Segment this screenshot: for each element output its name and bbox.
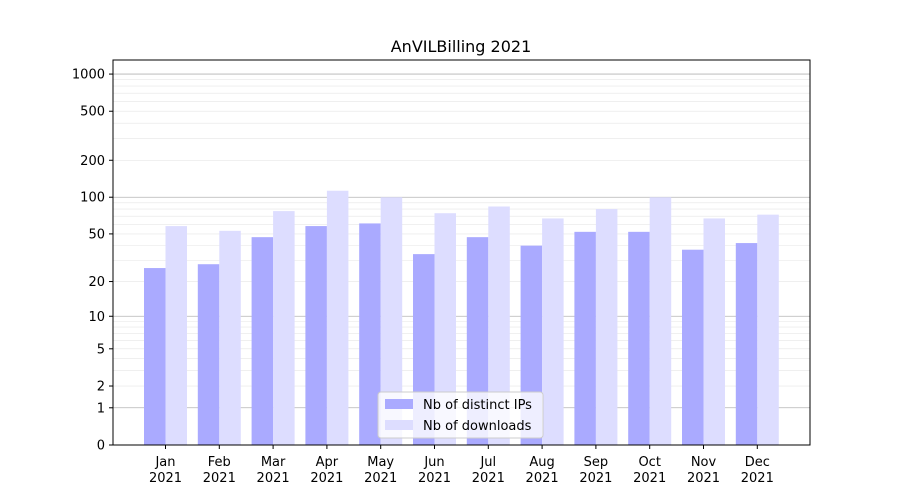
bar-distinct-ips	[574, 231, 596, 445]
bar-downloads	[488, 206, 510, 445]
bars-layer	[144, 190, 779, 445]
plot-frame	[112, 59, 811, 446]
y-tick-label: 1	[97, 401, 105, 416]
y-tick-label: 0	[97, 439, 105, 454]
bar-distinct-ips	[197, 264, 220, 445]
chart-title: AnVILBilling 2021	[391, 37, 532, 56]
bar-downloads	[434, 213, 456, 445]
bar-downloads	[273, 211, 295, 445]
bar-downloads	[542, 218, 564, 445]
y-tick-label: 5	[97, 342, 105, 357]
x-tick-label: Nov 2021	[687, 455, 720, 486]
legend: Nb of distinct IPs Nb of downloads	[377, 391, 544, 439]
x-axis: Jan 2021 Feb 2021 Mar 2021 Apr 2021 May 2021 Jun 20…	[149, 445, 774, 486]
x-tick-label: Jun 2021	[418, 455, 451, 486]
y-tick-label: 100	[80, 191, 105, 206]
bar-downloads	[757, 214, 779, 445]
legend-swatch	[385, 399, 413, 409]
legend-label: Nb of downloads	[423, 419, 532, 434]
bar-downloads	[649, 197, 672, 445]
bar-distinct-ips	[305, 226, 327, 445]
bar-distinct-ips	[735, 243, 758, 445]
x-tick-label: Sep 2021	[579, 455, 612, 486]
legend-swatch	[385, 420, 413, 430]
legend-box	[377, 391, 544, 439]
bar-distinct-ips	[359, 223, 381, 445]
y-tick-label: 50	[88, 227, 105, 242]
bar-distinct-ips	[628, 231, 650, 445]
y-tick-label: 2	[97, 380, 105, 395]
x-tick-label: May 2021	[364, 455, 397, 486]
x-tick-label: Oct 2021	[633, 455, 666, 486]
bar-distinct-ips	[144, 268, 166, 445]
x-tick-label: Apr 2021	[310, 455, 343, 486]
x-tick-label: Mar 2021	[257, 455, 290, 486]
x-tick-label: Feb 2021	[203, 455, 236, 486]
bar-downloads	[380, 197, 403, 445]
legend-label: Nb of distinct IPs	[423, 398, 532, 413]
bar-distinct-ips	[251, 237, 274, 445]
y-axis: 0 1 2 5 10 20 50 100 200 500 1000	[72, 68, 113, 454]
y-tick-label: 20	[88, 275, 105, 290]
bar-downloads	[165, 226, 187, 445]
x-tick-label: Aug 2021	[526, 455, 559, 486]
y-tick-label: 500	[80, 105, 105, 120]
y-tick-label: 1000	[72, 68, 105, 83]
bar-downloads	[595, 209, 618, 445]
bar-downloads	[703, 218, 725, 445]
bar-downloads	[326, 190, 349, 445]
x-tick-label: Jul 2021	[472, 455, 505, 486]
bar-distinct-ips	[682, 249, 704, 445]
x-tick-label: Jan 2021	[149, 455, 182, 486]
y-tick-label: 200	[80, 154, 105, 169]
bar-downloads	[219, 230, 241, 445]
y-tick-label: 10	[88, 310, 105, 325]
x-tick-label: Dec 2021	[741, 455, 774, 486]
